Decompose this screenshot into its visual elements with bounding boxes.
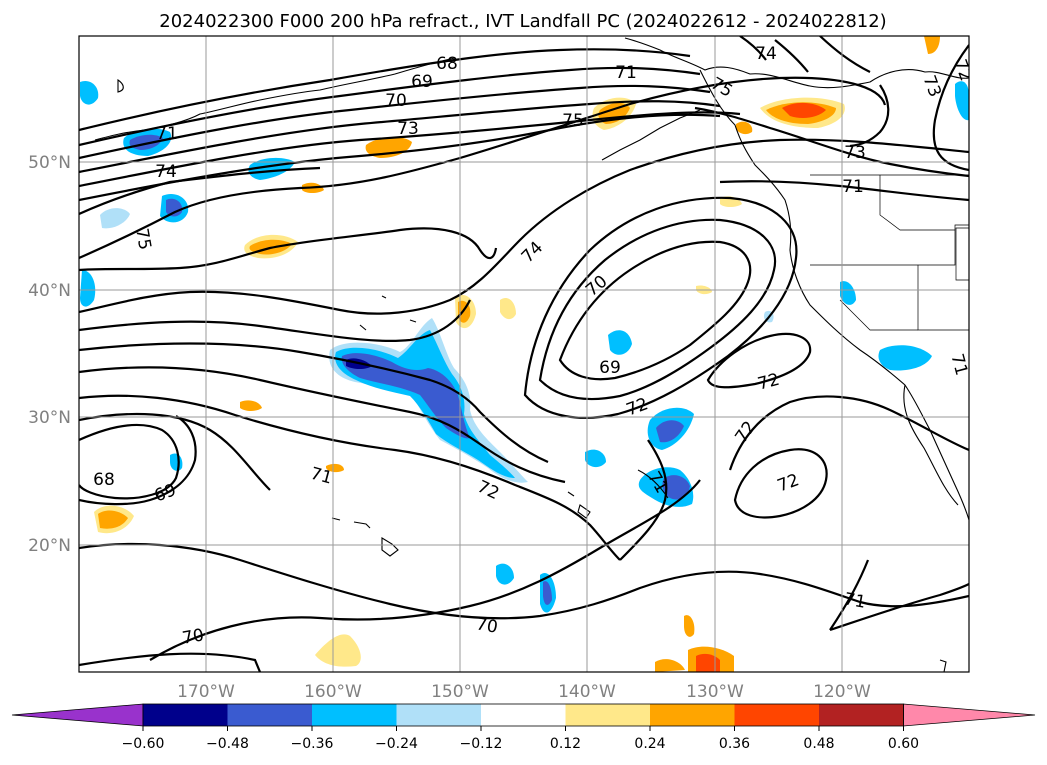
contour-label: 75 (562, 111, 584, 131)
lon-label: 120°W (813, 682, 871, 702)
graticule (79, 36, 969, 672)
colorbar-tick-label: 0.36 (719, 736, 750, 752)
colorbar-segment (143, 704, 228, 726)
contour-label: 74 (155, 162, 177, 182)
colorbar-segment (227, 704, 313, 726)
contour-label: 74 (755, 44, 777, 64)
colorbar-tick-label: 0.60 (888, 736, 919, 752)
contour-label: 69 (599, 358, 621, 378)
colorbar-extension-high (903, 703, 1036, 727)
colorbar-segment (396, 704, 482, 726)
lat-label: 50°N (28, 153, 71, 173)
contour-label: 71 (156, 124, 178, 144)
lon-label: 130°W (686, 682, 744, 702)
lon-label: 160°W (304, 682, 362, 702)
colorbar-tick-label: 0.12 (550, 736, 581, 752)
contour-label: 71 (946, 352, 971, 378)
contour-lines (79, 36, 969, 672)
lat-label: 40°N (28, 281, 71, 301)
lat-label: 20°N (28, 536, 71, 556)
colorbar-tick-label: −0.24 (375, 736, 418, 752)
contour-label: 70 (181, 625, 206, 648)
colorbar-extension-low (11, 703, 144, 727)
contour-label: 75 (131, 227, 154, 252)
colorbar-segment (565, 704, 651, 726)
contour-label: 73 (844, 143, 866, 163)
lon-label: 170°W (177, 682, 235, 702)
contour-label: 70 (385, 91, 407, 111)
colorbar: −0.60 −0.48 −0.36 −0.24 −0.12 0.12 0.24 0.36 0.4… (11, 703, 1036, 752)
lat-label: 30°N (28, 408, 71, 428)
contour-label: 70 (474, 614, 499, 637)
contour-label: 73 (397, 119, 419, 139)
colorbar-outline (142, 703, 904, 727)
lon-label: 150°W (431, 682, 489, 702)
colorbar-segment (734, 704, 820, 726)
colorbar-tick-label: −0.12 (460, 736, 503, 752)
colorbar-tick-label: −0.48 (206, 736, 249, 752)
colorbar-tick-label: −0.60 (122, 736, 165, 752)
colorbar-segment (819, 704, 904, 726)
contour-label: 71 (842, 177, 864, 197)
colorbar-segment (650, 704, 735, 726)
contour-label: 68 (436, 54, 458, 74)
colorbar-tick-label: 0.48 (803, 736, 834, 752)
latitude-labels: 50°N 40°N 30°N 20°N (28, 153, 71, 556)
figure-title: 2024022300 F000 200 hPa refract., IVT La… (159, 11, 886, 32)
contour-label: 71 (615, 63, 637, 83)
contour-label: 71 (842, 589, 867, 612)
political-borders (810, 174, 969, 331)
longitude-labels: 170°W 160°W 150°W 140°W 130°W 120°W (177, 682, 871, 702)
colorbar-segment (312, 704, 397, 726)
contour-label: 68 (93, 470, 115, 490)
lon-label: 140°W (558, 682, 616, 702)
contour-label: 69 (411, 72, 433, 92)
colorbar-tick-label: −0.36 (291, 736, 334, 752)
colorbar-tick-label: 0.24 (634, 736, 665, 752)
colorbar-segment (481, 704, 566, 726)
map-area: 68 69 70 73 71 74 75 75 74 75 73 72 73 7… (79, 36, 971, 672)
map-frame (78, 35, 970, 673)
